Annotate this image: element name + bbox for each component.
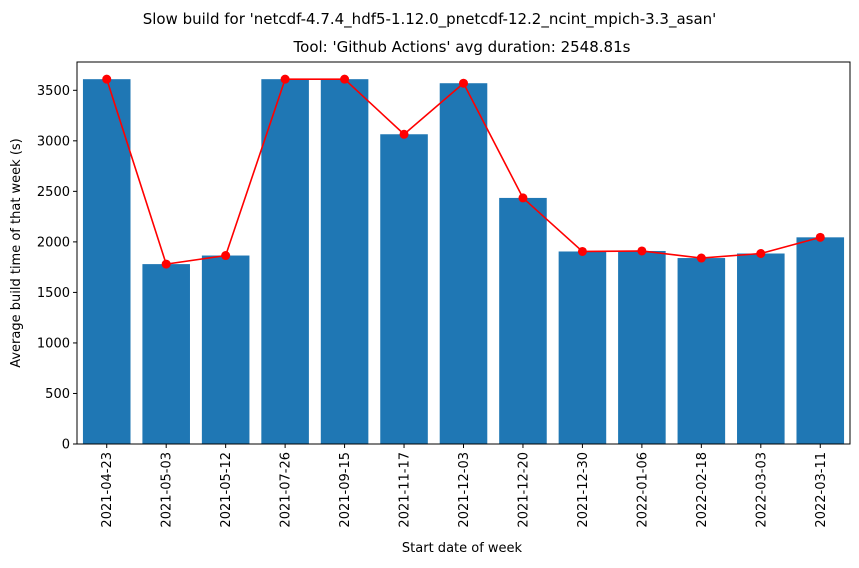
line-marker bbox=[399, 129, 409, 139]
x-tick-label: 2021-11-17 bbox=[398, 452, 413, 528]
bar bbox=[796, 237, 845, 444]
line-marker bbox=[577, 246, 587, 256]
y-axis-ticks: 0 500 1000 1500 2000 2500 3000 3500 bbox=[37, 84, 77, 453]
x-tick-label: 2021-12-30 bbox=[576, 452, 591, 528]
x-tick-label: 2021-07-26 bbox=[279, 452, 294, 528]
bar bbox=[737, 253, 785, 444]
x-tick-label: 2021-12-03 bbox=[457, 452, 472, 528]
x-tick-label: 2021-05-03 bbox=[160, 452, 175, 528]
bar bbox=[439, 83, 488, 444]
x-tick-label: 2022-01-06 bbox=[635, 452, 650, 528]
line-series bbox=[102, 74, 825, 269]
plot-frame bbox=[76, 61, 851, 445]
y-tick-label: 0 bbox=[62, 438, 70, 453]
x-tick-label: 2022-03-11 bbox=[814, 452, 829, 528]
line-marker bbox=[518, 193, 528, 203]
x-tick-label: 2021-09-15 bbox=[338, 452, 353, 528]
line-marker bbox=[459, 78, 468, 88]
chart-subtitle: Tool: 'Github Actions' avg duration: 254… bbox=[293, 38, 631, 56]
x-tick-label: 2021-04-23 bbox=[100, 452, 115, 528]
y-tick-label: 3500 bbox=[37, 84, 70, 99]
line-marker bbox=[280, 74, 290, 84]
bar bbox=[618, 250, 666, 444]
line-marker bbox=[221, 251, 231, 261]
bar bbox=[558, 251, 607, 444]
y-tick-label: 2500 bbox=[37, 185, 70, 200]
bar bbox=[380, 134, 428, 445]
x-tick-label: 2021-12-20 bbox=[516, 452, 531, 528]
bar bbox=[499, 197, 547, 444]
bar bbox=[201, 255, 250, 444]
bar bbox=[261, 79, 309, 444]
y-tick-label: 3000 bbox=[37, 134, 70, 149]
x-axis-label: Start date of week bbox=[402, 541, 523, 556]
bar bbox=[320, 79, 369, 444]
line-marker bbox=[102, 74, 112, 84]
y-tick-label: 500 bbox=[45, 387, 70, 402]
y-axis-label: Average build time of that week (s) bbox=[9, 138, 24, 368]
x-axis-ticks: 2021-04-23 2021-05-03 2021-05-12 2021-07-26… bbox=[100, 444, 829, 528]
y-tick-label: 1500 bbox=[37, 286, 70, 301]
bar bbox=[677, 258, 726, 444]
line-marker bbox=[756, 249, 766, 259]
line-marker bbox=[340, 74, 350, 84]
bar bbox=[142, 264, 190, 444]
line-marker bbox=[637, 246, 647, 256]
x-tick-label: 2022-02-18 bbox=[695, 452, 710, 528]
bar-series bbox=[82, 79, 845, 445]
y-tick-label: 1000 bbox=[37, 336, 70, 351]
bar bbox=[82, 79, 131, 444]
line-marker bbox=[815, 232, 825, 242]
line-marker bbox=[696, 253, 706, 263]
y-tick-label: 2000 bbox=[37, 235, 70, 250]
chart-title: Slow build for 'netcdf-4.7.4_hdf5-1.12.0… bbox=[143, 10, 717, 29]
x-tick-label: 2022-03-03 bbox=[754, 452, 769, 528]
line-marker bbox=[161, 259, 171, 269]
x-tick-label: 2021-05-12 bbox=[219, 452, 234, 528]
